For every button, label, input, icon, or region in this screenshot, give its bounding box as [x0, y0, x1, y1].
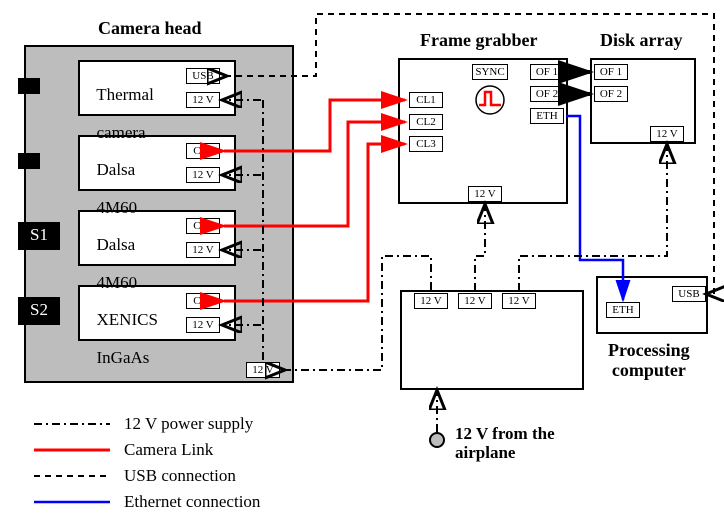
disk-array-title: Disk array — [600, 30, 683, 51]
processing-computer-label: Processing computer — [608, 340, 690, 380]
camera-head-12v-port: 12 V — [246, 362, 280, 378]
ps-p3: 12 V — [502, 293, 536, 309]
fg-of2: OF 2 — [530, 86, 564, 102]
fg-cl2: CL2 — [409, 114, 443, 130]
dalsa2-port-cl2: CL2 — [186, 218, 220, 234]
xenics-line2: InGaAs — [97, 348, 150, 367]
dalsa1-line2: 4M60 — [97, 198, 138, 217]
s2-label: S2 — [18, 300, 60, 320]
legend-ethernet: Ethernet connection — [124, 492, 260, 512]
dalsa2-line1: Dalsa — [97, 235, 136, 254]
xenics-line1: XENICS — [97, 310, 158, 329]
thermal-line1: Thermal — [96, 85, 154, 104]
fg-12v: 12 V — [468, 186, 502, 202]
airplane-12v-text: 12 V from the airplane — [455, 424, 555, 462]
pc-usb: USB — [672, 286, 706, 302]
camera-head-title: Camera head — [98, 18, 201, 39]
da-of1: OF 1 — [594, 64, 628, 80]
fg-sync: SYNC — [472, 64, 508, 80]
ps-p1: 12 V — [414, 293, 448, 309]
da-of2: OF 2 — [594, 86, 628, 102]
dalsa1-label: Dalsa 4M60 — [88, 141, 137, 217]
thermal-line2: camera — [97, 123, 146, 142]
legend-power: 12 V power supply — [124, 414, 253, 434]
fg-cl3: CL3 — [409, 136, 443, 152]
fg-of1: OF 1 — [530, 64, 564, 80]
fg-cl1: CL1 — [409, 92, 443, 108]
frame-grabber-title: Frame grabber — [420, 30, 537, 51]
da-12v: 12 V — [650, 126, 684, 142]
dalsa1-port-12v: 12 V — [186, 167, 220, 183]
xenics-port-12v: 12 V — [186, 317, 220, 333]
dalsa1-line1: Dalsa — [97, 160, 136, 179]
processing-computer-title: Processing computer — [608, 340, 690, 380]
fg-eth: ETH — [530, 108, 564, 124]
thermal-label: Thermal camera — [88, 66, 154, 142]
s1-label: S1 — [18, 225, 60, 245]
xenics-port-cl3: CL3 — [186, 293, 220, 309]
legend-usb: USB connection — [124, 466, 236, 486]
ps-p2: 12 V — [458, 293, 492, 309]
thermal-tick — [18, 78, 40, 94]
thermal-port-usb: USB — [186, 68, 220, 84]
airplane-12v-label: 12 V from the airplane — [455, 424, 555, 462]
dalsa1-port-cl1: CL1 — [186, 143, 220, 159]
dalsa1-tick — [18, 153, 40, 169]
dalsa2-line2: 4M60 — [97, 273, 138, 292]
dalsa2-label: Dalsa 4M60 — [88, 216, 137, 292]
thermal-port-12v: 12 V — [186, 92, 220, 108]
pc-eth: ETH — [606, 302, 640, 318]
xenics-label: XENICS InGaAs — [88, 291, 158, 367]
dalsa2-port-12v: 12 V — [186, 242, 220, 258]
legend-camera-link: Camera Link — [124, 440, 213, 460]
